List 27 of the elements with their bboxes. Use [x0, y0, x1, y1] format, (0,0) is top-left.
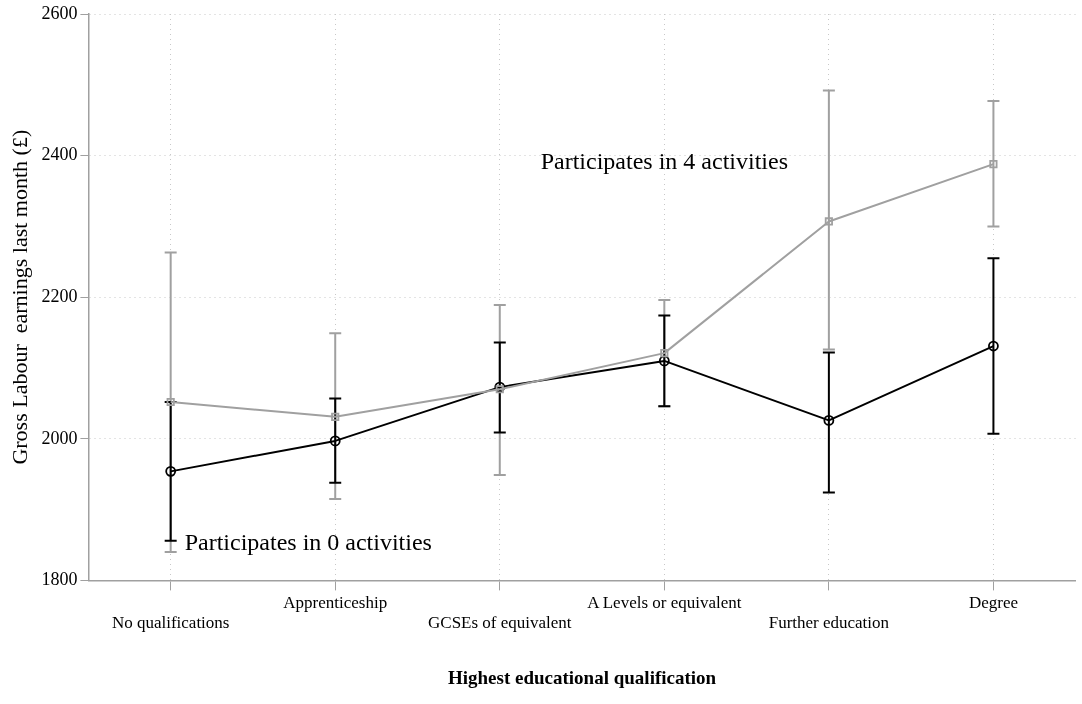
- point: [823, 414, 835, 426]
- point: [989, 160, 998, 169]
- point: [165, 465, 177, 477]
- y-tick-label: 2400: [41, 144, 78, 165]
- x-tick-label: GCSEs of equivalent: [428, 613, 572, 633]
- y-tick-label: 1800: [41, 569, 78, 590]
- y-tick-label: 2600: [41, 2, 78, 23]
- point: [166, 397, 175, 407]
- x-axis-title: Highest educational qualification: [447, 666, 717, 688]
- text: Participates in 0 activities: [184, 528, 432, 555]
- point: [660, 349, 669, 358]
- y-tick-label: 2200: [41, 285, 78, 306]
- point: [495, 385, 504, 394]
- x-tick-label: Further education: [768, 613, 890, 633]
- x-tick-label: No qualifications: [111, 613, 230, 633]
- point: [658, 355, 670, 367]
- point: [494, 381, 506, 393]
- x-tick-label: A Levels or equivalent: [587, 593, 742, 613]
- y-axis-title: Gross Labour earnings last month (£): [6, 129, 32, 465]
- point: [331, 412, 340, 421]
- point: [988, 340, 999, 352]
- x-tick-label: Apprenticeship: [283, 593, 388, 613]
- point: [824, 217, 833, 226]
- text: Participates in 4 activities: [540, 148, 788, 175]
- point: [329, 435, 341, 447]
- x-tick-label: Degree: [968, 593, 1018, 613]
- y-tick-label: 2000: [41, 427, 78, 448]
